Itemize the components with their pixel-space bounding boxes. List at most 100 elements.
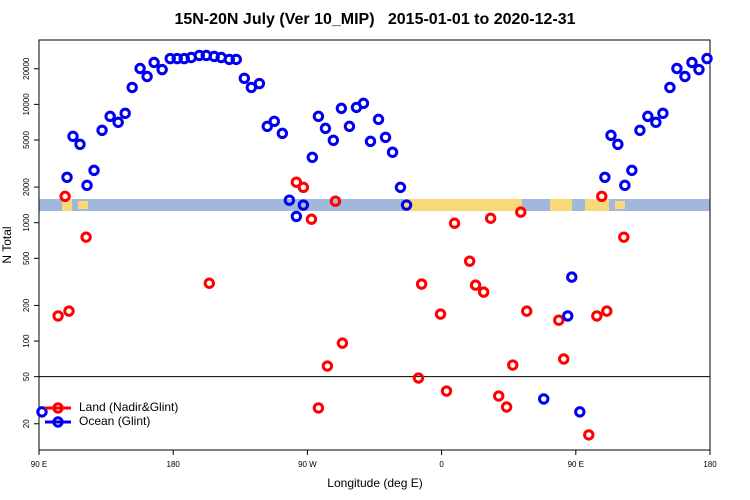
point [469, 279, 482, 291]
point [618, 231, 630, 243]
point [268, 115, 280, 128]
point [650, 116, 662, 129]
point [591, 310, 603, 322]
point [36, 406, 48, 418]
point [156, 63, 168, 76]
point [686, 56, 698, 69]
y-tick-label: 50 [22, 372, 31, 381]
point [605, 129, 617, 142]
land-strip [78, 201, 88, 209]
point [679, 70, 691, 83]
point [52, 310, 64, 322]
point [412, 372, 425, 384]
point [612, 138, 624, 150]
point [484, 212, 497, 224]
point [321, 360, 334, 372]
point [671, 62, 683, 75]
point [148, 56, 160, 69]
point [626, 164, 638, 177]
point [319, 122, 332, 135]
y-tick-label: 10000 [22, 93, 31, 116]
ocean-strip [39, 199, 710, 211]
point [601, 305, 613, 317]
point [104, 110, 116, 123]
point [448, 217, 461, 229]
legend-marker [52, 416, 64, 428]
point [619, 179, 631, 192]
point [80, 231, 92, 243]
point [290, 176, 303, 188]
chart-title: 15N-20N July (Ver 10_MIP) 2015-01-01 to … [174, 11, 575, 28]
point [81, 179, 93, 192]
point [297, 199, 310, 211]
point [134, 62, 146, 75]
point [312, 402, 325, 414]
x-tick-label: 90 E [31, 460, 47, 469]
point [61, 171, 73, 183]
y-tick-label: 20000 [22, 57, 31, 80]
point [59, 190, 71, 203]
point [394, 181, 407, 194]
x-tick-label: 0 [439, 460, 444, 469]
x-tick-label: 180 [703, 460, 717, 469]
point [558, 353, 570, 365]
point [400, 199, 413, 211]
point [126, 81, 138, 94]
point [372, 113, 385, 126]
point [500, 401, 513, 413]
point [238, 72, 251, 85]
point [364, 135, 377, 148]
point [327, 134, 340, 147]
y-tick-label: 100 [22, 334, 31, 348]
y-tick-label: 500 [22, 251, 31, 265]
y-tick-label: 2000 [22, 178, 31, 196]
point [583, 429, 595, 441]
y-tick-label: 1000 [22, 213, 31, 231]
point [276, 127, 289, 140]
y-tick-label: 20 [22, 419, 31, 428]
point [664, 81, 676, 94]
land-strip [62, 199, 72, 211]
point [306, 151, 319, 164]
point [657, 107, 669, 120]
point [297, 181, 310, 194]
legend-label: Land (Nadir&Glint) [79, 400, 178, 414]
point [574, 406, 586, 418]
y-tick-label: 200 [22, 298, 31, 312]
point [74, 138, 86, 150]
point [434, 308, 447, 320]
point [343, 120, 356, 133]
point [463, 255, 476, 267]
point [253, 77, 266, 90]
point [119, 107, 131, 120]
x-tick-label: 90 W [298, 460, 317, 469]
point [357, 97, 370, 110]
point [693, 63, 705, 76]
point [305, 213, 318, 225]
y-axis-label: N Total [0, 226, 14, 263]
point [96, 124, 108, 136]
legend-label: Ocean (Glint) [79, 414, 150, 428]
point [141, 70, 153, 83]
point [261, 120, 273, 133]
point [88, 164, 100, 177]
point [415, 278, 428, 290]
x-tick-label: 90 E [568, 460, 584, 469]
y-tick-label: 5000 [22, 131, 31, 149]
point [67, 130, 79, 143]
point [230, 53, 242, 66]
point [290, 210, 303, 223]
point [515, 206, 527, 218]
point [477, 286, 490, 298]
land-ocean-strip [39, 199, 710, 211]
point [335, 102, 348, 115]
point [538, 393, 550, 405]
point [701, 52, 713, 65]
legend-marker [52, 402, 64, 414]
land-strip [550, 199, 572, 211]
point [329, 195, 342, 207]
point [386, 146, 399, 158]
point [553, 314, 565, 326]
x-tick-label: 180 [167, 460, 181, 469]
